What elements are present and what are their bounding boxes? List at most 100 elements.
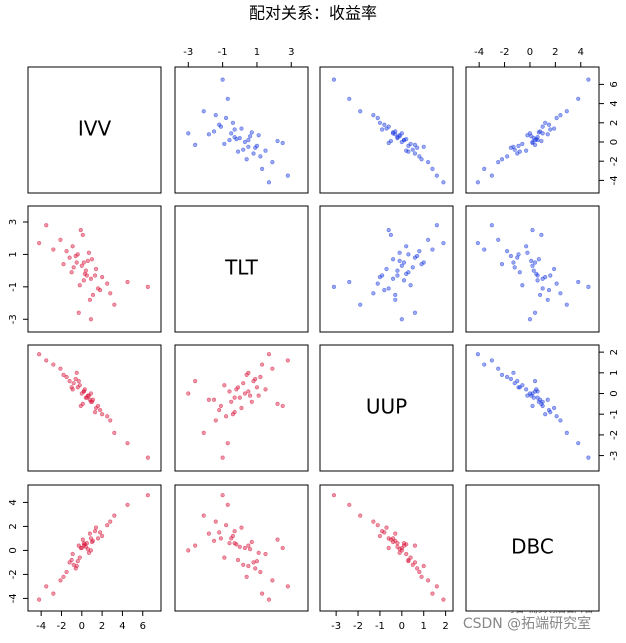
point — [37, 597, 42, 602]
x-tick-label: -2 — [56, 621, 66, 632]
point — [358, 513, 363, 518]
point — [275, 138, 280, 144]
point — [225, 96, 230, 101]
point — [331, 77, 337, 82]
point — [37, 240, 42, 246]
point — [258, 569, 263, 575]
point — [270, 366, 275, 371]
point — [564, 109, 569, 114]
point — [86, 250, 92, 255]
point — [232, 127, 237, 132]
point — [406, 557, 411, 563]
point — [426, 578, 431, 583]
point — [482, 166, 487, 171]
point — [74, 563, 79, 569]
point — [395, 136, 400, 141]
point — [393, 538, 398, 543]
point — [259, 362, 265, 367]
point — [246, 563, 251, 569]
point — [558, 418, 563, 423]
point — [67, 379, 72, 384]
point — [100, 275, 105, 280]
point — [384, 266, 389, 272]
point — [406, 252, 411, 257]
y-tick-label: 6 — [609, 81, 620, 87]
point — [386, 545, 391, 551]
y-tick-label: -4 — [609, 175, 620, 185]
point — [234, 137, 239, 142]
point — [246, 389, 251, 394]
point — [512, 381, 517, 386]
point — [223, 523, 229, 528]
point — [227, 541, 232, 546]
point — [524, 148, 529, 153]
point — [235, 149, 241, 154]
point — [388, 232, 393, 238]
point — [93, 525, 99, 530]
point — [441, 597, 446, 602]
point — [358, 109, 363, 114]
point — [69, 385, 74, 390]
x-tick-label: 2 — [442, 621, 448, 632]
x-tick-label: -1 — [375, 621, 385, 632]
point — [58, 578, 63, 583]
point — [266, 180, 272, 185]
point — [482, 247, 487, 252]
point — [393, 531, 398, 536]
point — [280, 140, 285, 146]
point — [551, 126, 557, 131]
point — [213, 113, 218, 118]
point — [70, 387, 75, 392]
point — [222, 141, 227, 147]
point — [186, 391, 191, 396]
point — [230, 120, 236, 125]
point — [358, 302, 363, 307]
point — [520, 283, 525, 288]
point — [145, 284, 150, 289]
point — [421, 144, 426, 149]
point — [239, 405, 244, 411]
point — [89, 399, 95, 404]
point — [69, 270, 74, 275]
point — [64, 249, 69, 254]
point — [88, 391, 94, 396]
point — [380, 529, 385, 534]
point — [527, 317, 533, 322]
point — [145, 493, 150, 498]
point — [517, 270, 522, 275]
x-tick-label: -2 — [500, 47, 510, 58]
point — [237, 544, 242, 549]
point — [83, 544, 88, 549]
point — [586, 284, 591, 289]
x-tick-label: 0 — [399, 621, 405, 632]
point — [551, 405, 557, 411]
point — [242, 139, 248, 145]
point — [532, 310, 538, 315]
point — [475, 352, 480, 357]
point — [401, 137, 407, 143]
point — [505, 374, 510, 380]
x-tick-label: -2 — [353, 621, 363, 632]
point — [229, 399, 234, 404]
point — [193, 142, 198, 147]
point — [89, 257, 95, 262]
point — [270, 160, 275, 165]
point — [516, 252, 521, 257]
point — [285, 358, 290, 363]
point — [390, 276, 396, 281]
point — [380, 127, 385, 132]
point — [543, 120, 548, 125]
point — [211, 129, 217, 134]
point — [347, 96, 352, 101]
point — [58, 237, 63, 242]
point — [539, 138, 544, 144]
point — [382, 122, 387, 127]
point — [285, 584, 290, 589]
x-tick-label: -3 — [183, 47, 193, 58]
point — [434, 584, 439, 589]
point — [97, 530, 103, 535]
y-tick-label: 1 — [609, 370, 620, 376]
point — [100, 533, 105, 539]
point — [397, 250, 402, 255]
point — [73, 376, 78, 382]
